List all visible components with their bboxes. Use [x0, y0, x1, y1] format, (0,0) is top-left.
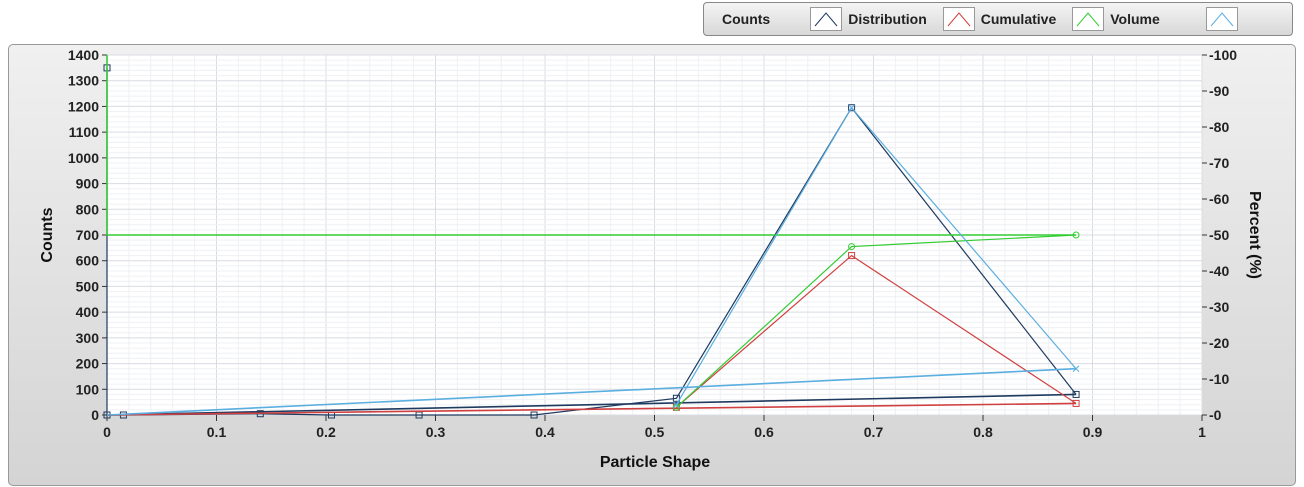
y-tick-label: 1300	[68, 73, 99, 89]
y-tick-label: 300	[76, 330, 100, 346]
data-point	[848, 243, 856, 251]
series-line	[106, 67, 1077, 416]
y2-tick-label: -100	[1209, 47, 1237, 63]
x-tick-label: 1	[1198, 424, 1206, 440]
x-tick-label: 0.2	[316, 424, 336, 440]
y2-tick-label: -50	[1209, 227, 1229, 243]
y-tick-label: 900	[76, 176, 100, 192]
y-tick-label: 500	[76, 278, 100, 294]
chart-legend: Counts Distribution Cumulative Volume	[703, 2, 1293, 36]
y2-tick-label: -20	[1209, 335, 1229, 351]
legend-title: Counts	[722, 11, 771, 27]
y-tick-label: 0	[91, 407, 99, 423]
x-tick-label: 0.6	[754, 424, 774, 440]
y-tick-label: 200	[76, 356, 100, 372]
y-tick-label: 1000	[68, 150, 99, 166]
y-tick-label: 1400	[68, 47, 99, 63]
x-tick-label: 0.5	[645, 424, 665, 440]
y2-tick-label: -30	[1209, 299, 1229, 315]
legend-swatch-distribution	[810, 7, 843, 31]
legend-swatch-volume	[1072, 7, 1105, 31]
x-axis-label: Particle Shape	[600, 454, 710, 471]
legend-swatch-cumulative	[942, 7, 975, 31]
x-tick-label: 0.4	[535, 424, 555, 440]
series-line	[675, 234, 1077, 408]
data-point	[672, 394, 680, 402]
series-line	[106, 393, 1077, 416]
y-tick-label: 800	[76, 201, 100, 217]
y2-tick-label: -10	[1209, 371, 1229, 387]
series-line	[106, 55, 1077, 236]
y-axis-label: Counts	[39, 207, 56, 262]
x-tick-label: 0	[103, 424, 111, 440]
legend-swatch-series4	[1205, 7, 1238, 31]
y2-tick-label: -40	[1209, 263, 1229, 279]
legend-label-distribution: Distribution	[848, 11, 927, 27]
legend-label-volume: Volume	[1110, 11, 1160, 27]
y2-tick-label: -70	[1209, 155, 1229, 171]
y2-tick-label: -90	[1209, 83, 1229, 99]
y-tick-label: 1200	[68, 98, 99, 114]
y-tick-label: 1100	[69, 124, 100, 140]
y-tick-label: 600	[76, 253, 100, 269]
data-point	[848, 252, 856, 260]
data-point	[530, 411, 538, 419]
series-line	[106, 367, 1077, 416]
y2-axis-label: Percent (%)	[1246, 191, 1263, 279]
y-tick-label: 700	[76, 227, 100, 243]
y-tick-label: 100	[76, 381, 100, 397]
data-point	[848, 104, 856, 112]
x-tick-label: 0.8	[973, 424, 993, 440]
x-tick-label: 0.7	[864, 424, 884, 440]
legend-label-cumulative: Cumulative	[980, 11, 1057, 27]
series-line	[676, 254, 1077, 408]
x-tick-label: 0.9	[1083, 424, 1103, 440]
x-tick-label: 0.3	[426, 424, 446, 440]
series-line	[106, 402, 1077, 416]
data-point	[673, 401, 680, 409]
y2-tick-label: -0	[1209, 407, 1222, 423]
x-tick-label: 0.1	[207, 424, 227, 440]
data-point	[848, 104, 855, 112]
y-tick-label: 400	[76, 304, 100, 320]
y2-tick-label: -80	[1209, 119, 1229, 135]
y2-tick-label: -60	[1209, 191, 1229, 207]
